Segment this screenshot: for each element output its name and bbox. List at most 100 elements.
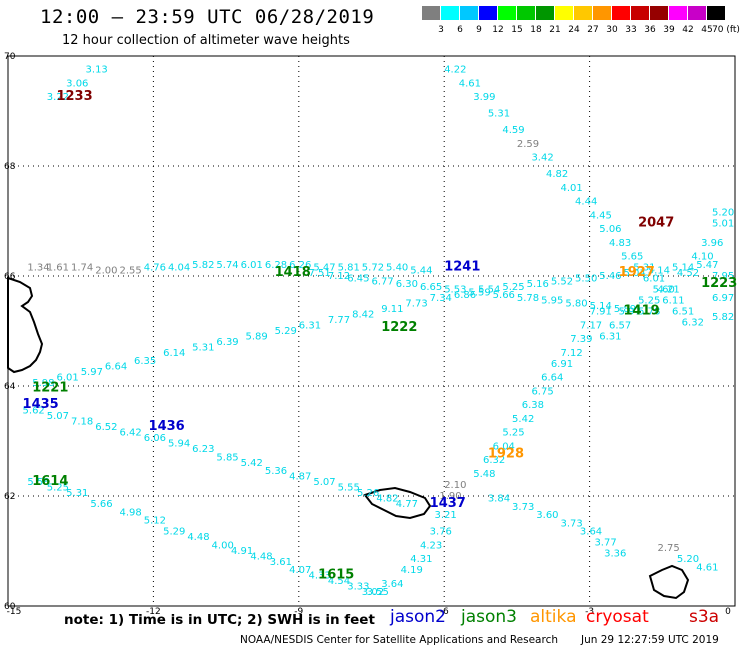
swh-value-label: 3.73 [561,518,583,529]
swh-value-label: 6.39 [216,337,238,348]
swh-value-label: 6.38 [522,400,544,411]
y-tick-label: 66 [4,272,16,282]
swh-value-label: 5.95 [541,296,563,307]
color-scale-label: 3 [438,25,444,35]
swh-value-label: 5.81 [338,263,360,274]
swh-value-label: 5.36 [265,466,287,477]
swh-value-label: 4.01 [561,183,583,194]
swh-value-label: 4.31 [410,554,432,565]
y-tick-label: 70 [4,52,16,62]
swh-value-label: 5.60 [653,285,675,296]
swh-value-label: 9.11 [381,304,403,315]
color-scale-swatch [707,6,725,20]
swh-value-label: 5.25 [502,428,524,439]
swh-value-label: 5.53 [444,285,466,296]
swh-value-label: 5.58 [27,477,49,488]
swh-value-label: 5.29 [163,527,185,538]
swh-value-label: 5.42 [512,414,534,425]
pass-time-labels: 1233 2047 1927 1928 1241 1436 1435 1437 1418 1222… [23,89,738,583]
swh-value-label: 3.61 [270,557,292,568]
legend-entry-s3a: s3a [689,607,720,627]
faroe-coast [363,486,432,520]
swh-value-label: 3.02 [362,587,384,598]
swh-value-label: 5.12 [144,516,166,527]
swh-value-label: 4.44 [575,197,597,208]
swh-value-label: 5.52 [551,276,573,287]
footnote: note: 1) Time is in UTC; 2) SWH is in fe… [64,612,375,628]
swh-value-label: 6.32 [682,318,704,329]
swh-value-label: 4.21 [657,285,679,296]
swh-value-label: 4.33 [308,571,330,582]
swh-value-label: 5.62 [23,406,45,417]
pass-time-label: 1927 [619,265,655,280]
swh-value-label: 5.40 [386,263,408,274]
pass-time-label: 1222 [381,320,417,335]
swh-value-label: 5.66 [90,499,112,510]
x-tick-label: 0 [725,607,731,617]
color-scale-swatch [650,6,668,20]
color-scale-swatch [688,6,706,20]
pass-time-label: 1928 [488,447,524,462]
swh-value-label: 5.66 [493,290,515,301]
swh-value-label: 4.82 [546,169,568,180]
pass-time-label: 1241 [444,260,480,275]
legend-entry-altika: altika [530,607,577,627]
y-tick-label: 62 [4,492,15,502]
color-scale-swatch [441,6,459,20]
swh-value-label: 5.31 [488,109,510,120]
map-grid [7,55,736,607]
swh-value-label: 6.75 [531,386,553,397]
swh-value-label: 4.48 [250,551,272,562]
y-tick-label: 60 [4,602,16,612]
legend-entry-jason2: jason2 [390,607,446,627]
color-scale-label: 30 [606,25,618,35]
swh-value-label: 7.73 [405,298,427,309]
swh-value-label: 3.73 [512,502,534,513]
swh-value-label: 3.13 [86,65,108,76]
swh-value-label: 5.65 [621,252,643,263]
swh-value-label: 5.31 [192,342,214,353]
swh-value-label: 5.78 [638,307,660,318]
swh-value-label: 4.83 [609,238,631,249]
swh-value-label: 6.23 [192,444,214,455]
swh-value-label: 7.12 [328,271,350,282]
swh-value-label: 7.77 [328,315,350,326]
swh-value-label: 7.12 [561,348,583,359]
swh-value-label: 4.91 [231,546,253,557]
swh-value-label: 5.97 [619,307,641,318]
swh-value-label: 5.82 [712,312,734,323]
swh-value-label: 2.10 [444,480,466,491]
swh-value-label: 3.84 [488,494,510,505]
color-scale-swatch [669,6,687,20]
swh-value-label: 5.25 [502,282,524,293]
x-tick-label: -15 [7,607,22,617]
pass-time-label: 1615 [318,568,354,583]
swh-value-label: 5.82 [192,260,214,271]
swh-value-label: 6.31 [599,331,621,342]
swh-value-label: 3.36 [604,549,626,560]
swh-value-label: 6.45 [347,274,369,285]
swh-value-label: 6.57 [609,320,631,331]
swh-value-label: 5.72 [362,263,384,274]
swh-value-label: 5.31 [633,263,655,274]
swh-value-label: 6.14 [163,348,185,359]
swh-value-label: 4.22 [444,65,466,76]
swh-value-label: 6.32 [483,455,505,466]
color-scale-label: 42 [682,25,694,35]
swh-value-label: 7.39 [570,334,592,345]
swh-value-label: 7.17 [580,320,602,331]
pass-time-label: 2047 [638,216,674,231]
swh-value-label: 5.55 [338,483,360,494]
swh-value-label: 4.59 [502,125,524,136]
swh-value-label: 3.06 [66,78,88,89]
pass-time-label: 1221 [32,381,68,396]
swh-value-label: 3.21 [435,510,457,521]
map-title: 12:00 – 23:59 UTC 06/28/2019 [40,6,375,28]
swh-value-label: 4.23 [420,540,442,551]
swh-value-label: 5.07 [313,477,335,488]
swh-value-label: 6.04 [493,441,515,452]
color-scale-label: 27 [587,25,599,35]
swh-value-label: 3.96 [701,238,723,249]
swh-value-label: 6.01 [643,274,665,285]
swh-value-label: 3.64 [580,527,602,538]
